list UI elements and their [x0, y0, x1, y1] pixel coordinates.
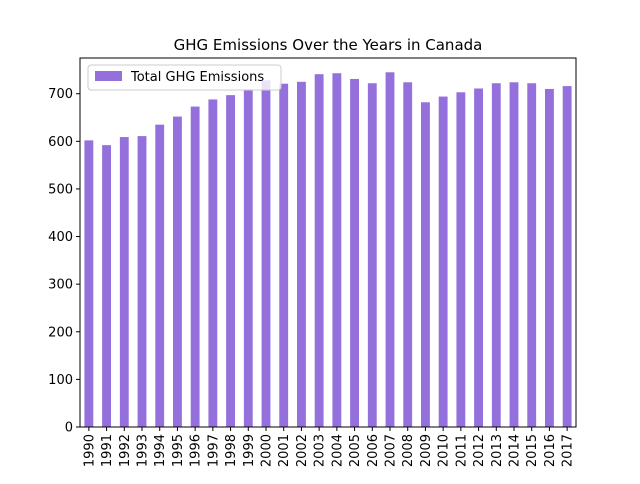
bar-2011: [456, 92, 466, 428]
x-tick-label: 1990: [82, 434, 97, 467]
bar-2003: [314, 74, 324, 427]
x-tick-label: 1994: [153, 434, 168, 467]
x-tick-label: 2012: [472, 434, 487, 467]
y-tick-label: 700: [48, 87, 73, 102]
y-tick-label: 300: [48, 278, 73, 293]
bar-2008: [403, 82, 413, 427]
x-tick-label: 2015: [525, 434, 540, 467]
legend-label: Total GHG Emissions: [130, 70, 264, 85]
x-tick-label: 2000: [260, 434, 275, 467]
legend-box: [87, 64, 282, 91]
x-tick-label: 2007: [384, 434, 399, 467]
bar-2005: [350, 78, 359, 427]
bar-2002: [297, 81, 306, 427]
x-tick-label: 2011: [454, 434, 469, 467]
bar-1999: [243, 89, 253, 428]
x-tick-label: 2009: [419, 434, 434, 467]
bar-1996: [190, 106, 200, 428]
y-tick-label: 600: [48, 135, 73, 150]
x-tick-label: 1999: [242, 434, 257, 467]
bar-2014: [509, 82, 519, 427]
x-tick-label: 2008: [401, 434, 416, 467]
bar-2016: [545, 88, 554, 427]
x-tick-label: 2016: [543, 434, 558, 467]
bar-2006: [367, 83, 377, 428]
bars-group: [84, 72, 572, 428]
bar-1993: [137, 136, 147, 428]
x-axis: 1990 1991 1992 1993 1994 1995 1996 1997 1998 1999…: [82, 427, 576, 467]
plot-frame: [79, 57, 577, 428]
x-tick-label: 1998: [224, 434, 239, 467]
x-tick-label: 2003: [313, 434, 328, 467]
bar-1997: [208, 99, 218, 428]
x-tick-label: 2001: [277, 434, 292, 467]
x-tick-label: 2017: [561, 434, 576, 467]
x-tick-label: 1991: [100, 434, 115, 467]
bar-2001: [279, 83, 289, 427]
bar-1992: [119, 137, 129, 427]
x-tick-label: 1996: [189, 434, 204, 467]
x-tick-label: 2005: [348, 434, 363, 467]
bar-2015: [527, 83, 537, 428]
x-tick-label: 2014: [508, 434, 523, 467]
y-tick-label: 0: [65, 421, 73, 436]
bar-2004: [332, 73, 342, 427]
x-tick-label: 2013: [490, 434, 505, 467]
y-tick-label: 100: [48, 373, 73, 388]
bar-2012: [474, 88, 483, 427]
legend: Total GHG Emissions: [87, 64, 282, 91]
x-tick-label: 2010: [437, 434, 452, 467]
bar-2013: [491, 83, 501, 428]
bar-2017: [562, 86, 572, 427]
bar-1994: [155, 124, 165, 427]
y-axis: 0 100 200 300 400 500 600 700: [48, 87, 80, 436]
bar-1991: [102, 145, 111, 428]
x-tick-label: 2006: [366, 434, 381, 467]
x-tick-label: 2004: [330, 434, 345, 467]
chart-title: GHG Emissions Over the Years in Canada: [174, 36, 483, 54]
bar-1998: [226, 95, 235, 427]
bar-2007: [385, 72, 395, 427]
bar-2000: [261, 80, 271, 428]
bar-1990: [84, 140, 94, 428]
x-tick-label: 1993: [136, 434, 151, 467]
bar-2009: [421, 102, 430, 427]
y-tick-label: 400: [48, 230, 73, 245]
bar-1995: [173, 116, 182, 427]
x-tick-label: 1997: [206, 434, 221, 467]
y-tick-label: 200: [48, 325, 73, 340]
x-tick-label: 2002: [295, 434, 310, 467]
x-tick-label: 1995: [171, 434, 186, 467]
legend-swatch: [95, 71, 122, 81]
x-tick-label: 1992: [118, 434, 133, 467]
bar-2010: [438, 96, 448, 427]
y-tick-label: 500: [48, 182, 73, 197]
